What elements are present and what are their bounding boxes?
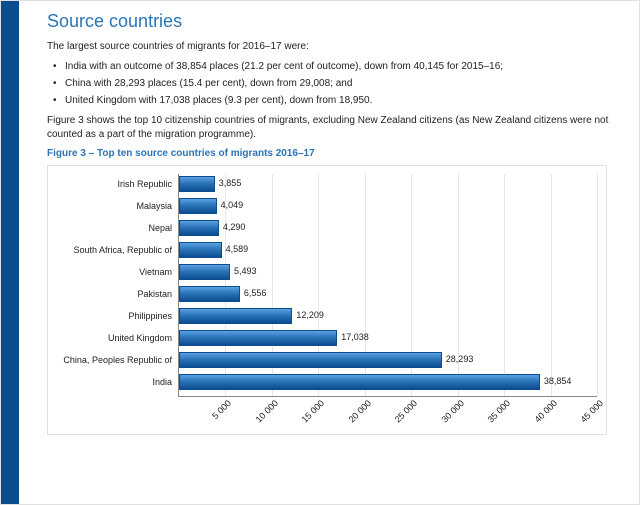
chart-category-label: Vietnam [52,264,172,280]
bullet-item: United Kingdom with 17,038 places (9.3 p… [47,94,611,108]
chart-category-label: China, Peoples Republic of [52,352,172,368]
chart-category-label: United Kingdom [52,330,172,346]
chart-value-label: 4,589 [226,244,249,254]
chart-value-label: 5,493 [234,266,257,276]
chart-x-tick-label: 45 000 [570,398,605,433]
chart-bar [179,242,222,258]
chart-bar [179,176,215,192]
chart-bar [179,264,230,280]
section-title: Source countries [47,11,611,32]
figure-title: Figure 3 – Top ten source countries of m… [47,148,611,159]
chart-category-label: India [52,374,172,390]
chart-category-label: Nepal [52,220,172,236]
chart-container: 3,855 4,049 4,290 4,589 5,493 6,556 12,209 17,0… [47,165,607,435]
chart-bar [179,308,292,324]
content: Source countries The largest source coun… [19,1,639,504]
chart-value-label: 4,049 [221,200,244,210]
chart-gridline [551,174,552,396]
chart-value-label: 17,038 [341,332,369,342]
bullet-list: India with an outcome of 38,854 places (… [47,60,611,108]
chart-bar [179,374,540,390]
chart-gridline [504,174,505,396]
chart-value-label: 28,293 [446,354,474,364]
chart-x-tick-label: 15 000 [291,398,326,433]
page: Source countries The largest source coun… [0,0,640,505]
chart-x-tick-label: 5 000 [198,398,233,433]
chart-x-tick-label: 10 000 [245,398,280,433]
chart-value-label: 6,556 [244,288,267,298]
chart-bar [179,330,337,346]
left-accent-rail [1,1,19,504]
chart-value-label: 4,290 [223,222,246,232]
bullet-item: China with 28,293 places (15.4 per cent)… [47,77,611,91]
chart-value-label: 12,209 [296,310,324,320]
chart-x-tick-label: 35 000 [477,398,512,433]
chart-bar [179,220,219,236]
chart-category-label: South Africa, Republic of [52,242,172,258]
chart-category-label: Irish Republic [52,176,172,192]
chart-x-tick-label: 25 000 [384,398,419,433]
chart-gridline [597,174,598,396]
chart-x-tick-label: 30 000 [430,398,465,433]
figure-caption: Figure 3 shows the top 10 citizenship co… [47,114,611,142]
chart-value-label: 3,855 [219,178,242,188]
chart-plot: 3,855 4,049 4,290 4,589 5,493 6,556 12,209 17,0… [178,174,597,397]
chart-bar [179,198,217,214]
bullet-item: India with an outcome of 38,854 places (… [47,60,611,74]
intro-text: The largest source countries of migrants… [47,40,611,54]
chart-value-label: 38,854 [544,376,572,386]
chart-category-label: Malaysia [52,198,172,214]
chart-category-label: Pakistan [52,286,172,302]
chart-x-tick-label: 20 000 [337,398,372,433]
chart-bar [179,286,240,302]
chart-bar [179,352,442,368]
chart-x-tick-label: 40 000 [523,398,558,433]
chart-category-label: Philippines [52,308,172,324]
